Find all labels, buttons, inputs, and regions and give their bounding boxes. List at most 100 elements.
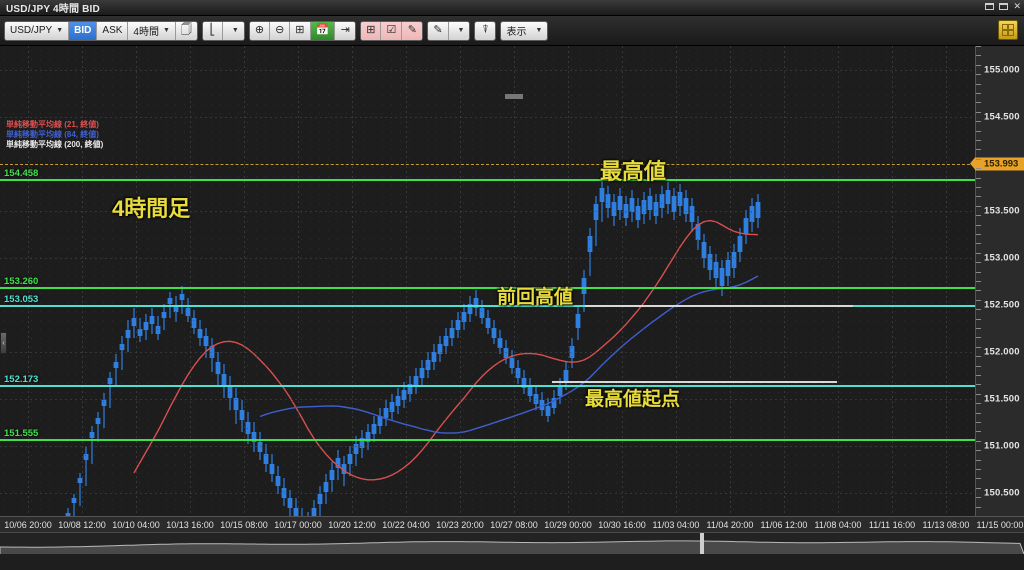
vertical-gridline [82, 46, 83, 516]
price-axis-tick [976, 403, 981, 405]
price-axis-tick [976, 196, 981, 198]
chart-overview-minimap[interactable] [0, 532, 1024, 554]
price-level-line[interactable] [0, 179, 975, 181]
vertical-gridline [28, 46, 29, 516]
minimize-icon[interactable] [985, 3, 995, 10]
time-axis-label: 10/06 20:00 [4, 520, 52, 530]
time-axis-label: 11/04 20:00 [706, 520, 754, 530]
price-axis-tick [976, 318, 981, 320]
indicator-legend: 単純移動平均線 (21, 終値) 単純移動平均線 (84, 終値) 単純移動平均… [6, 120, 103, 150]
vertical-gridline [298, 46, 299, 516]
price-axis-tick [976, 93, 981, 94]
price-axis-tick [976, 375, 981, 376]
maximize-icon[interactable] [999, 3, 1009, 10]
horizontal-gridline [0, 210, 975, 212]
price-level-line[interactable] [0, 439, 975, 441]
price-axis-tick [976, 393, 981, 395]
zoom-out-icon[interactable]: ⊖ [270, 21, 291, 40]
ask-button[interactable]: ASK [97, 21, 129, 40]
time-axis-label: 11/06 12:00 [760, 520, 808, 530]
price-axis-tick [976, 46, 981, 47]
time-axis-label: 11/03 04:00 [652, 520, 700, 530]
draw-dropdown[interactable]: ▼ [448, 21, 470, 40]
snapshot-group: ⍒ [474, 20, 497, 41]
price-level-label: 153.260 [4, 276, 39, 287]
price-axis-tick [976, 365, 981, 367]
snapshot-icon[interactable]: ⍒ [475, 21, 496, 40]
pencil-icon[interactable]: ✎ [428, 21, 449, 40]
indicator-group: ⊞ ☑ ✎ [360, 20, 424, 41]
bar-chart-icon[interactable]: ⎣ [202, 21, 223, 40]
price-axis[interactable]: 153.993 155.000 154.500 153.500 153.000 152.… [970, 46, 1024, 517]
vertical-gridline [460, 46, 461, 516]
origin-level-line [552, 381, 837, 383]
window-controls[interactable]: ✕ [985, 2, 1021, 11]
price-axis-tick [976, 469, 981, 470]
chevron-down-icon: ▼ [535, 27, 543, 34]
vertical-gridline [244, 46, 245, 516]
time-axis-label: 10/08 12:00 [58, 520, 106, 530]
time-axis-label: 10/17 00:00 [274, 520, 322, 530]
price-axis-tick [976, 290, 981, 292]
legend-ma21: 単純移動平均線 (21, 終値) [6, 120, 99, 129]
price-axis-tick [976, 459, 981, 461]
vertical-gridline [514, 46, 515, 516]
delete-indicator-icon[interactable]: ✎ [402, 21, 423, 40]
time-axis-label: 10/30 16:00 [598, 520, 646, 530]
price-axis-tick [976, 234, 981, 235]
price-axis-tick [976, 478, 981, 480]
fit-screen-icon[interactable]: ⊞ [290, 21, 311, 40]
chart-plot[interactable]: 154.458 153.260 153.053 152.173 151.555 単純移動… [0, 46, 975, 516]
price-axis-tick [976, 422, 981, 423]
scroll-right-icon[interactable]: ⇥ [335, 21, 356, 40]
timeframe-dropdown[interactable]: 4時間 ▼ [128, 21, 176, 40]
chart-area: 154.458 153.260 153.053 152.173 151.555 単純移動… [0, 46, 1024, 554]
price-level-line[interactable] [0, 287, 975, 289]
price-axis-tick [976, 224, 981, 226]
symbol-dropdown[interactable]: USD/JPY ▼ [5, 21, 70, 40]
plot-dot-grid [0, 46, 975, 516]
price-axis-tick [976, 140, 981, 141]
time-axis-label: 10/13 16:00 [166, 520, 214, 530]
vertical-gridline [622, 46, 623, 516]
time-axis-label: 11/08 04:00 [814, 520, 862, 530]
bid-button[interactable]: BID [69, 21, 98, 40]
time-axis[interactable]: 10/06 20:00 10/08 12:00 10/10 04:00 10/13 1… [0, 516, 1024, 532]
price-axis-tick [976, 252, 981, 254]
price-axis-tick [976, 384, 981, 386]
vertical-gridline [730, 46, 731, 516]
price-axis-tick [976, 74, 981, 76]
grid-glyph [1002, 24, 1014, 36]
chart-type-dropdown[interactable]: ▼ [222, 21, 244, 40]
price-axis-tick [976, 121, 981, 123]
time-axis-label: 10/10 04:00 [112, 520, 160, 530]
add-indicator-icon[interactable]: ⊞ [361, 21, 382, 40]
price-level-line[interactable] [0, 305, 975, 307]
time-axis-label: 10/27 08:00 [490, 520, 538, 530]
grid-layout-icon[interactable] [998, 20, 1018, 40]
copy-icon[interactable]: 🗍 [175, 21, 197, 40]
price-axis-tick [976, 55, 981, 57]
price-axis-tick [976, 83, 981, 85]
chart-toolbar: USD/JPY ▼ BID ASK 4時間 ▼ 🗍 ⎣ ▼ ⊕ ⊖ ⊞ 📅 ⇥ … [0, 16, 1024, 46]
price-level-line[interactable] [0, 385, 975, 387]
zoom-in-icon[interactable]: ⊕ [249, 21, 271, 40]
vertical-gridline [676, 46, 677, 516]
price-axis-tick [976, 111, 981, 113]
edit-indicator-icon[interactable]: ☑ [381, 21, 403, 40]
vertical-gridline [136, 46, 137, 516]
price-axis-tick [976, 497, 981, 499]
price-axis-tick [976, 450, 981, 452]
price-axis-tick [976, 149, 981, 151]
price-axis-label: 154.500 [984, 111, 1020, 122]
time-axis-label: 11/11 16:00 [868, 520, 916, 530]
left-pane-handle[interactable]: ‹ [0, 332, 7, 354]
minimap-handle[interactable] [700, 533, 704, 554]
close-icon[interactable]: ✕ [1013, 1, 1021, 11]
calendar-icon[interactable]: 📅 [310, 21, 336, 40]
chart-top-handle[interactable] [505, 94, 523, 99]
price-axis-tick [976, 262, 981, 264]
window-title: USD/JPY 4時間 BID [6, 4, 100, 15]
display-dropdown[interactable]: 表示 ▼ [501, 21, 548, 40]
time-axis-label: 10/23 20:00 [436, 520, 484, 530]
